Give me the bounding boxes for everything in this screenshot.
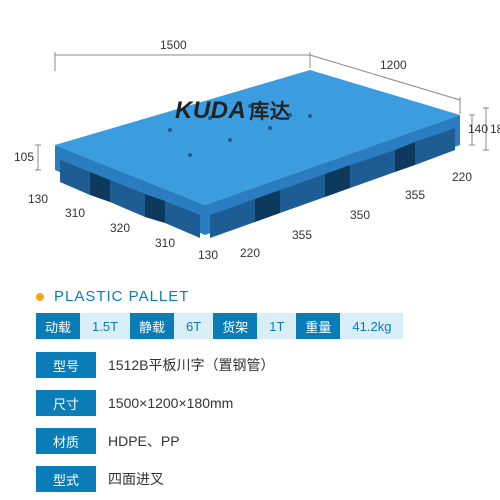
spec-row-size: 尺寸 1500×1200×180mm bbox=[36, 387, 464, 419]
dim-fr1: 220 bbox=[240, 246, 260, 260]
load-rack-label: 货架 bbox=[213, 313, 257, 339]
brand-cn: 库达 bbox=[249, 95, 290, 124]
spec-model-label: 型号 bbox=[36, 352, 96, 378]
spec-material-label: 材质 bbox=[36, 428, 96, 454]
load-weight-label: 重量 bbox=[296, 313, 340, 339]
load-static-value: 6T bbox=[174, 313, 213, 339]
dim-fr3: 350 bbox=[350, 208, 370, 222]
dim-fl4: 310 bbox=[155, 236, 175, 250]
spec-size-label: 尺寸 bbox=[36, 390, 96, 416]
dim-right-h2: 180 bbox=[470, 122, 500, 136]
dim-depth: 1200 bbox=[380, 58, 407, 72]
bullet-icon bbox=[36, 293, 44, 301]
spec-model-value: 1512B平板川字（置钢管） bbox=[108, 355, 274, 375]
dim-fl1: 130 bbox=[28, 192, 48, 206]
load-static-label: 静载 bbox=[130, 313, 174, 339]
dim-fl2: 310 bbox=[65, 206, 85, 220]
section-title: PLASTIC PALLET bbox=[36, 288, 500, 305]
spec-row-model: 型号 1512B平板川字（置钢管） bbox=[36, 349, 464, 381]
dim-fr4: 355 bbox=[405, 188, 425, 202]
dim-fr2: 355 bbox=[292, 228, 312, 242]
dim-width: 1500 bbox=[160, 38, 187, 52]
spec-rows: 型号 1512B平板川字（置钢管） 尺寸 1500×1200×180mm 材质 … bbox=[36, 349, 464, 495]
load-bar: 动载 1.5T 静载 6T 货架 1T 重量 41.2kg bbox=[36, 313, 464, 339]
spec-material-value: HDPE、PP bbox=[108, 431, 180, 451]
spec-row-style: 型式 四面进叉 bbox=[36, 463, 464, 495]
brand-en: KUDA bbox=[175, 97, 246, 125]
load-weight-value: 41.2kg bbox=[340, 313, 403, 339]
spec-size-value: 1500×1200×180mm bbox=[108, 395, 233, 411]
load-rack-value: 1T bbox=[257, 313, 296, 339]
product-image-area: KUDA 库达 1500 1200 105 140 180 130 310 32… bbox=[0, 0, 500, 280]
dim-fl5: 130 bbox=[198, 248, 218, 262]
dim-fl3: 320 bbox=[110, 221, 130, 235]
dim-left-h: 105 bbox=[14, 150, 34, 164]
pallet-illustration bbox=[0, 0, 500, 280]
section-title-text: PLASTIC PALLET bbox=[54, 288, 189, 305]
dim-fr5: 220 bbox=[452, 170, 472, 184]
brand-logo: KUDA 库达 bbox=[175, 95, 290, 125]
load-dynamic-value: 1.5T bbox=[80, 313, 130, 339]
spec-style-label: 型式 bbox=[36, 466, 96, 492]
spec-row-material: 材质 HDPE、PP bbox=[36, 425, 464, 457]
load-dynamic-label: 动载 bbox=[36, 313, 80, 339]
spec-style-value: 四面进叉 bbox=[108, 469, 164, 489]
